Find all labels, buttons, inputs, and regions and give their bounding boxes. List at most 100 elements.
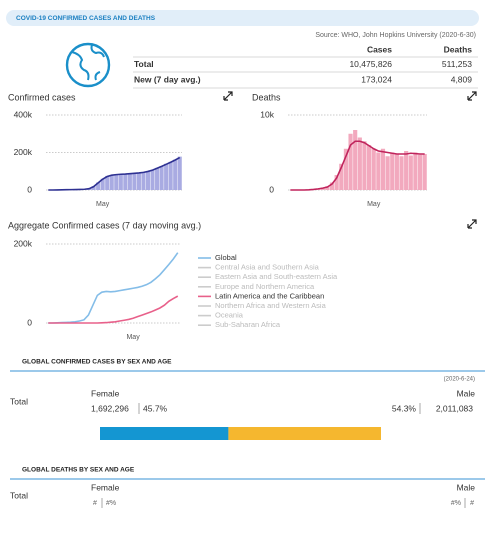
bar <box>136 172 141 190</box>
bar <box>339 163 344 190</box>
bar <box>168 161 173 190</box>
x-tick-label: May <box>96 201 110 208</box>
bar <box>408 155 413 190</box>
bar <box>357 137 362 190</box>
y-tick-label: 0 <box>27 184 32 194</box>
cell: 173,024 <box>361 74 392 84</box>
bar <box>132 173 137 190</box>
chart-title: Confirmed cases <box>8 92 76 102</box>
bar <box>417 154 423 190</box>
bar <box>325 186 330 190</box>
bar <box>366 145 372 190</box>
bar <box>145 171 151 190</box>
male-label: Male <box>457 388 476 398</box>
female-label: Female <box>91 482 120 492</box>
y-tick-label: 200k <box>14 147 33 157</box>
female-count: # <box>93 500 97 507</box>
bar <box>413 152 418 190</box>
female-bar <box>100 427 229 440</box>
legend-label: Eastern Asia and South-eastern Asia <box>215 272 338 281</box>
chart-title: Aggregate Confirmed cases (7 day moving … <box>8 220 201 230</box>
male-percent: 54.3% <box>392 403 417 413</box>
bar <box>159 166 164 190</box>
bar <box>91 186 96 190</box>
bar <box>164 163 169 190</box>
page-title: COVID-19 CONFIRMED CASES AND DEATHS <box>16 15 156 22</box>
globe-icon <box>65 42 111 88</box>
female-percent: #% <box>106 500 116 507</box>
bar <box>127 173 132 190</box>
bar <box>380 148 386 190</box>
x-tick-label: May <box>367 201 381 208</box>
female-label: Female <box>91 388 120 398</box>
column-header: Deaths <box>444 44 473 54</box>
cell: 4,809 <box>451 74 473 84</box>
bar <box>343 148 349 190</box>
legend-label: Central Asia and Southern Asia <box>215 263 320 272</box>
bar <box>96 182 101 190</box>
bar <box>371 148 376 190</box>
male-bar <box>228 427 381 440</box>
bar <box>150 169 155 190</box>
bar <box>353 130 358 190</box>
y-tick-label: 0 <box>27 317 32 327</box>
title-bar <box>6 10 479 26</box>
table-rules <box>133 56 478 89</box>
bar <box>376 152 381 190</box>
section-title: GLOBAL DEATHS BY SEX AND AGE <box>22 467 135 474</box>
bar <box>118 174 123 190</box>
bar <box>362 141 367 190</box>
chart-title: Deaths <box>252 92 281 102</box>
cell: 10,475,826 <box>349 59 392 69</box>
bar <box>141 172 146 190</box>
date: (2020-6-24) <box>444 377 475 383</box>
row-label: Total <box>10 396 28 406</box>
bar <box>100 178 105 190</box>
line <box>48 295 179 324</box>
bar <box>173 159 178 190</box>
legend-label: Sub-Saharan Africa <box>215 320 281 329</box>
source: Source: WHO, John Hopkins University (20… <box>315 32 476 39</box>
line <box>48 156 181 191</box>
bar <box>394 154 399 190</box>
line <box>48 252 179 324</box>
bar <box>348 133 353 190</box>
bar <box>105 175 110 190</box>
bar <box>404 151 409 190</box>
male-count: # <box>470 500 474 507</box>
y-tick-label: 10k <box>260 109 274 119</box>
column-header: Cases <box>367 44 392 54</box>
row-label: Total <box>10 490 28 500</box>
x-tick-label: May <box>126 334 140 341</box>
bar <box>329 182 335 190</box>
expand-icons[interactable] <box>223 91 477 229</box>
female-percent: 45.7% <box>143 403 168 413</box>
row-label: New (7 day avg.) <box>134 74 201 84</box>
y-tick-label: 200k <box>14 238 33 248</box>
legend-label: Europe and Northern America <box>215 282 315 291</box>
bar <box>334 175 339 190</box>
male-percent: #% <box>451 500 461 507</box>
y-tick-label: 400k <box>14 109 33 119</box>
cell: 511,253 <box>442 59 472 69</box>
bar <box>123 174 128 190</box>
bar <box>390 152 395 190</box>
male-label: Male <box>457 482 476 492</box>
bar <box>109 175 114 190</box>
female-count: 1,692,296 <box>91 403 129 413</box>
row-label: Total <box>134 59 154 69</box>
bar <box>114 174 119 190</box>
legend-label: Oceania <box>215 311 244 320</box>
bar <box>399 156 404 190</box>
section-title: GLOBAL CONFIRMED CASES BY SEX AND AGE <box>22 359 172 366</box>
bar <box>177 156 182 190</box>
male-count: 2,011,083 <box>436 403 473 413</box>
bar <box>385 156 390 190</box>
line <box>290 140 425 191</box>
bar <box>422 154 427 190</box>
legend-label: Latin America and the Caribbean <box>215 291 324 300</box>
legend-label: Global <box>215 253 237 262</box>
legend-label: Northern Africa and Western Asia <box>215 301 327 310</box>
bar <box>155 167 160 190</box>
